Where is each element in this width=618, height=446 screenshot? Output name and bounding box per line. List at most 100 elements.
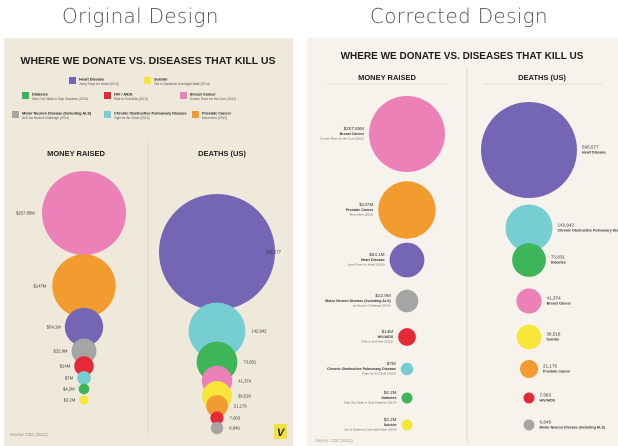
money-name-prostate: Prostate Cancer (346, 208, 374, 212)
death-name-heart: Heart Disease (582, 151, 606, 155)
death-bubble-breast (516, 288, 542, 314)
death-label-breast: 41,374 (238, 379, 251, 384)
death-label-prostate: 21,176 (543, 364, 557, 369)
money-label-copd: $7M (65, 376, 74, 381)
death-name-breast: Breast Cancer (547, 302, 572, 306)
money-bubble-als (71, 338, 97, 364)
money-detail-copd: Fight for Air Climb (2013) (362, 372, 395, 376)
money-column-title: MONEY RAISED (358, 73, 416, 82)
original-design-heading: Original Design (62, 4, 219, 28)
source-note: Source: CDC (2011) (315, 438, 353, 443)
death-bubble-diabetes (512, 243, 546, 277)
legend-name-prostate: Prostate Cancer (202, 112, 232, 116)
money-label-diabetes: $4.2M (384, 390, 397, 395)
death-label-hiv: 7,683 (230, 416, 241, 421)
death-label-breast: 41,374 (547, 296, 561, 301)
legend-detail-prostate: Movember (2013) (202, 116, 227, 120)
death-name-copd: Chronic Obstructive Pulmonary Disease (557, 229, 618, 233)
death-label-suicide: 39,518 (546, 332, 560, 337)
money-label-prostate: $147M (359, 202, 373, 207)
money-name-als: Motor Neuron Disease (Including ALS) (325, 299, 391, 303)
money-detail-hiv: Ride to End Aids (2013) (361, 340, 393, 344)
money-bubble-diabetes (78, 383, 90, 395)
death-name-als: Motor Neuron Disease (Including ALS) (540, 426, 606, 430)
death-name-diabetes: Diabetes (551, 261, 566, 265)
death-bubble-hiv (523, 392, 535, 404)
death-name-suicide: Suicide (546, 338, 559, 342)
money-bubble-hiv (74, 356, 94, 376)
legend-swatch-copd (104, 111, 111, 118)
death-label-als: 6,849 (229, 426, 240, 431)
money-bubble-heart (389, 242, 425, 278)
legend-detail-als: ALS Ice Bucket Challenge (2014) (22, 116, 69, 120)
death-bubble-als (210, 421, 224, 435)
money-bubble-diabetes (401, 392, 413, 404)
money-detail-heart: Jump Rope for Heart (2013) (347, 263, 384, 267)
money-bubble-prostate (52, 254, 116, 318)
death-label-heart: 596,577 (266, 250, 282, 255)
death-label-suicide: 39,518 (238, 394, 251, 399)
death-label-als: 6,849 (540, 420, 552, 425)
death-label-prostate: 21,176 (234, 404, 247, 409)
money-label-hiv: $14M (60, 364, 71, 369)
corrected-chart: WHERE WE DONATE VS. DISEASES THAT KILL U… (315, 51, 618, 443)
legend-detail-breast: Komen Race for the Cure (2012) (190, 97, 236, 101)
legend-swatch-hiv (104, 92, 111, 99)
legend-swatch-prostate (192, 111, 199, 118)
money-bubble-suicide (79, 395, 89, 405)
death-bubble-prostate (519, 359, 539, 379)
money-label-breast: $257.85M (344, 126, 365, 131)
money-label-heart: $54.1M (369, 252, 384, 257)
money-bubble-breast (369, 96, 445, 172)
death-label-heart: 596,577 (582, 145, 599, 150)
money-detail-als: Ice Bucket Challenge (2014) (353, 304, 391, 308)
corrected-design-heading: Corrected Design (370, 4, 548, 28)
legend-swatch-breast (180, 92, 187, 99)
death-label-hiv: 7,683 (540, 393, 552, 398)
money-label-als: $22.9M (375, 293, 390, 298)
death-bubble-copd (505, 204, 553, 252)
money-bubble-copd (400, 362, 414, 376)
money-column-title: MONEY RAISED (47, 149, 105, 158)
legend-name-breast: Breast Cancer (190, 93, 216, 97)
original-chart-panel: WHERE WE DONATE VS. DISEASES THAT KILL U… (4, 38, 293, 446)
legend-detail-diabetes: Step Out: Walk to Stop Diabetes (2013) (32, 97, 88, 101)
vox-logo: V (277, 427, 286, 439)
death-label-diabetes: 73,831 (243, 360, 256, 365)
money-name-hiv: HIV/AIDS (378, 335, 394, 339)
money-name-diabetes: Diabetes (382, 396, 397, 400)
money-detail-diabetes: Step Out: Walk to Stop Diabetes (2013) (344, 401, 397, 405)
death-bubble-prostate (206, 395, 228, 417)
chart-title: WHERE WE DONATE VS. DISEASES THAT KILL U… (21, 55, 276, 67)
legend-name-copd: Chronic Obstructive Pulmonary Disease (114, 112, 187, 116)
money-bubble-suicide (401, 419, 413, 431)
deaths-column-title: DEATHS (US) (518, 73, 566, 82)
money-label-suicide: $3.2M (384, 417, 397, 422)
corrected-chart-panel: WHERE WE DONATE VS. DISEASES THAT KILL U… (307, 38, 618, 446)
legend-detail-hiv: Ride to End Aids (2013) (114, 97, 148, 101)
legend-name-hiv: HIV / AIDS (114, 93, 133, 97)
legend-swatch-suicide (144, 77, 151, 84)
money-label-breast: $257.85M (16, 211, 35, 216)
money-detail-prostate: Movember (2013) (350, 213, 374, 217)
money-name-suicide: Suicide (384, 423, 397, 427)
money-detail-suicide: Out of Darkness Overnight Walk (2014) (344, 428, 396, 432)
legend-name-heart: Heart Disease (79, 78, 104, 82)
death-label-diabetes: 73,831 (551, 255, 565, 260)
original-chart: WHERE WE DONATE VS. DISEASES THAT KILL U… (10, 55, 287, 439)
money-bubble-als (395, 289, 419, 313)
money-bubble-copd (77, 371, 91, 385)
money-name-breast: Breast Cancer (340, 132, 365, 136)
legend-name-als: Motor Neuron Disease (Including ALS) (22, 112, 92, 116)
money-label-hiv: $14M (382, 329, 394, 334)
death-name-prostate: Prostate Cancer (543, 370, 571, 374)
death-bubble-suicide (516, 324, 542, 350)
death-label-copd: 142,942 (251, 329, 267, 334)
money-name-heart: Heart Disease (361, 258, 385, 262)
death-bubble-heart (481, 102, 577, 198)
source-note: Source: CDC (2011) (10, 432, 48, 437)
death-bubble-copd (188, 302, 246, 360)
death-bubble-hiv (210, 411, 224, 425)
chart-title: WHERE WE DONATE VS. DISEASES THAT KILL U… (341, 51, 584, 62)
money-name-copd: Chronic Obstructive Pulmonary Disease (327, 367, 396, 371)
